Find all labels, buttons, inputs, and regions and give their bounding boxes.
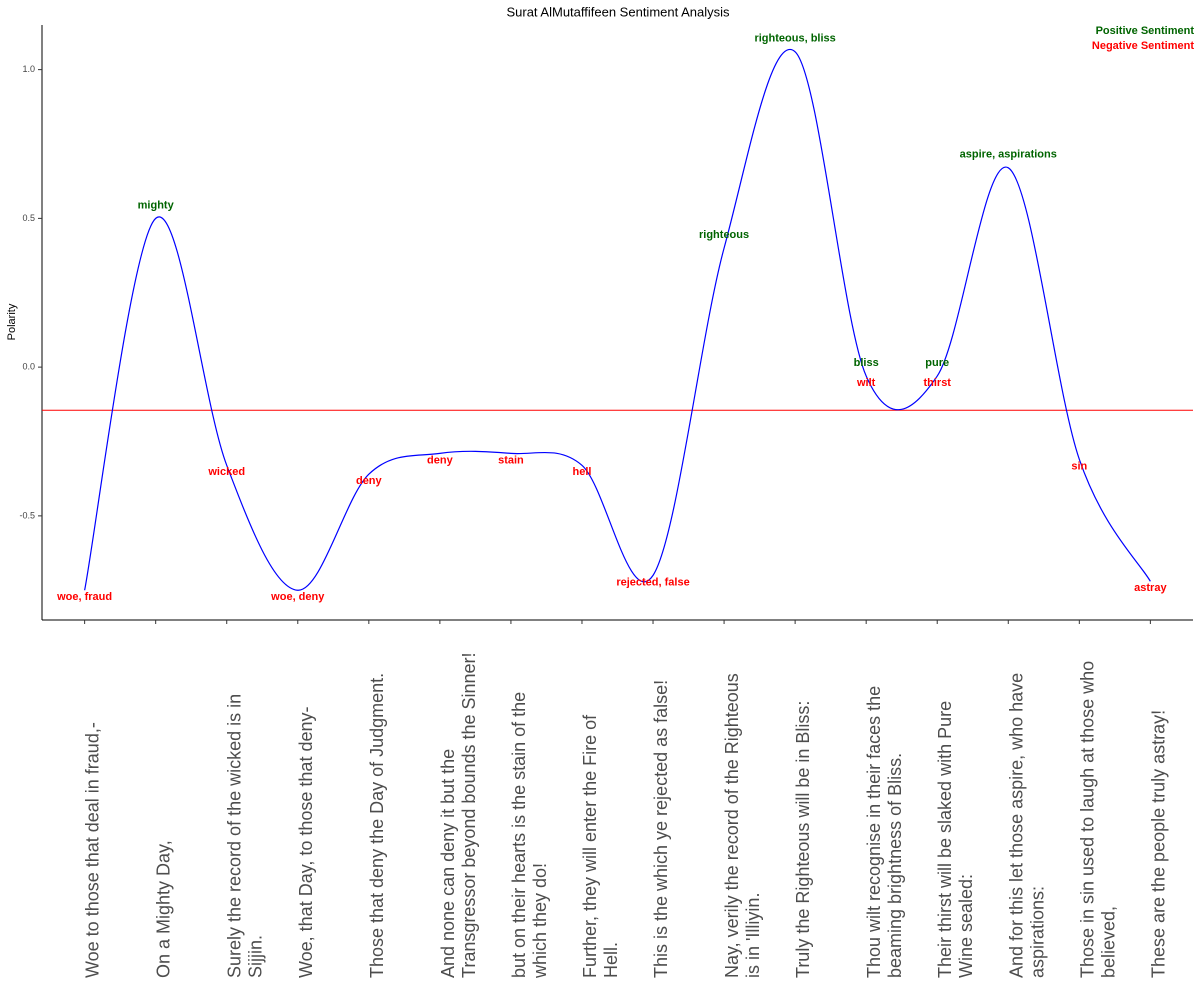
- negative-word-label: deny: [356, 475, 383, 487]
- y-tick-label: 0.5: [22, 213, 35, 223]
- negative-word-label: hell: [572, 466, 591, 478]
- negative-word-label: wilt: [856, 377, 876, 389]
- negative-word-label: wicked: [207, 466, 245, 478]
- negative-word-label: astray: [1134, 582, 1167, 594]
- x-tick-label: Woe to those that deal in fraud,-: [82, 722, 102, 978]
- x-tick-label: Truly the Righteous will be in Bliss:: [793, 701, 813, 978]
- sentiment-line: [84, 48, 1151, 591]
- negative-word-label: rejected, false: [616, 576, 689, 588]
- x-tick-label: This is the which ye rejected as false!: [651, 680, 671, 978]
- y-axis-label: Polarity: [6, 303, 18, 340]
- x-tick-label: And none can deny it but theTransgressor…: [438, 652, 479, 978]
- legend-entry: Negative Sentiment: [1092, 40, 1194, 52]
- x-tick-label: Those that deny the Day of Judgment.: [367, 673, 387, 978]
- x-tick-label: Those in sin used to laugh at those whob…: [1077, 661, 1118, 978]
- legend-entry: Positive Sentiment: [1096, 25, 1195, 37]
- x-tick-label: Surely the record of the wicked is inSij…: [224, 694, 265, 978]
- negative-word-label: sin: [1071, 460, 1087, 472]
- negative-word-label: deny: [427, 454, 454, 466]
- chart-title: Surat AlMutaffifeen Sentiment Analysis: [506, 4, 730, 19]
- positive-word-label: aspire, aspirations: [960, 149, 1057, 161]
- x-tick-label: These are the people truly astray!: [1148, 710, 1168, 978]
- x-tick-label: On a Mighty Day,: [153, 840, 173, 978]
- positive-word-label: pure: [925, 357, 949, 369]
- x-tick-label: Their thirst will be slaked with PureWin…: [935, 701, 976, 978]
- positive-word-label: righteous, bliss: [754, 33, 835, 45]
- x-tick-label: but on their hearts is the stain of thew…: [509, 692, 550, 979]
- positive-word-label: bliss: [854, 357, 879, 369]
- negative-word-label: woe, deny: [270, 591, 325, 603]
- positive-word-label: righteous: [699, 229, 749, 241]
- y-tick-label: -0.5: [19, 510, 35, 520]
- x-tick-label: And for this let those aspire, who havea…: [1006, 673, 1047, 978]
- x-tick-label: Further, they will enter the Fire ofHell…: [580, 714, 621, 978]
- x-tick-label: Nay, verily the record of the Righteousi…: [722, 673, 763, 978]
- negative-word-label: thirst: [923, 377, 951, 389]
- negative-word-label: woe, fraud: [56, 591, 112, 603]
- x-tick-label: Woe, that Day, to those that deny-: [296, 707, 316, 979]
- y-tick-label: 1.0: [22, 64, 35, 74]
- positive-word-label: mighty: [138, 199, 175, 211]
- negative-word-label: stain: [498, 454, 524, 466]
- x-tick-label: Thou wilt recognise in their faces thebe…: [864, 686, 905, 978]
- y-tick-label: 0.0: [22, 362, 35, 372]
